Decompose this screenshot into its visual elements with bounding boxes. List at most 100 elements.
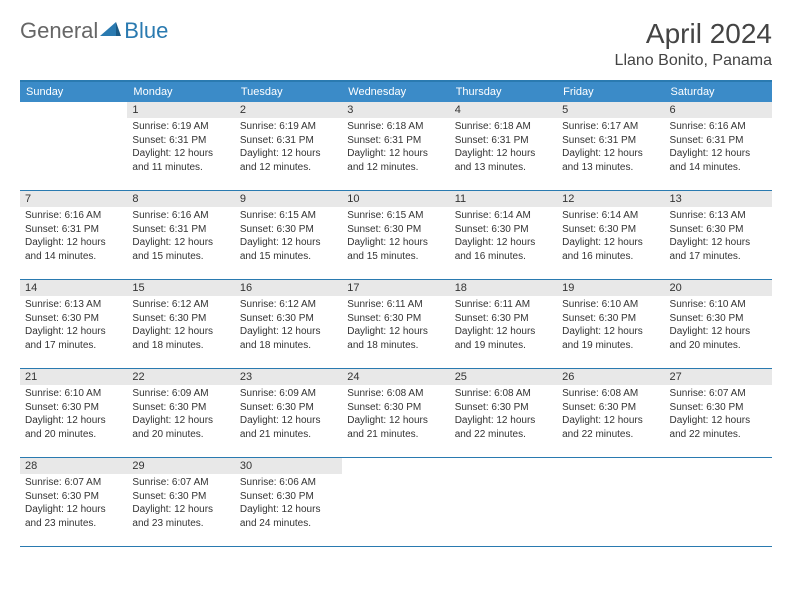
day-line: Sunrise: 6:15 AM <box>240 209 337 223</box>
day-line: Daylight: 12 hours and 20 minutes. <box>670 325 767 352</box>
day-number: 5 <box>557 102 664 118</box>
day-header-sunday: Sunday <box>20 82 127 102</box>
day-number: 28 <box>20 458 127 474</box>
day-content: Sunrise: 6:09 AMSunset: 6:30 PMDaylight:… <box>235 385 342 445</box>
day-line: Sunset: 6:30 PM <box>562 401 659 415</box>
day-cell: 14Sunrise: 6:13 AMSunset: 6:30 PMDayligh… <box>20 280 127 368</box>
day-number: 7 <box>20 191 127 207</box>
day-content: Sunrise: 6:11 AMSunset: 6:30 PMDaylight:… <box>450 296 557 356</box>
day-line: Sunset: 6:30 PM <box>562 223 659 237</box>
day-content: Sunrise: 6:11 AMSunset: 6:30 PMDaylight:… <box>342 296 449 356</box>
day-line: Sunset: 6:30 PM <box>670 401 767 415</box>
day-number: 21 <box>20 369 127 385</box>
day-line: Sunset: 6:30 PM <box>132 401 229 415</box>
day-cell: 20Sunrise: 6:10 AMSunset: 6:30 PMDayligh… <box>665 280 772 368</box>
day-content: Sunrise: 6:12 AMSunset: 6:30 PMDaylight:… <box>235 296 342 356</box>
day-cell: 16Sunrise: 6:12 AMSunset: 6:30 PMDayligh… <box>235 280 342 368</box>
brand-triangle-icon <box>100 18 122 44</box>
day-cell: 2Sunrise: 6:19 AMSunset: 6:31 PMDaylight… <box>235 102 342 190</box>
day-line: Sunrise: 6:09 AM <box>132 387 229 401</box>
day-content: Sunrise: 6:19 AMSunset: 6:31 PMDaylight:… <box>235 118 342 178</box>
day-cell: 5Sunrise: 6:17 AMSunset: 6:31 PMDaylight… <box>557 102 664 190</box>
day-cell <box>20 102 127 190</box>
day-number: 9 <box>235 191 342 207</box>
day-line: Sunrise: 6:18 AM <box>455 120 552 134</box>
day-header-saturday: Saturday <box>665 82 772 102</box>
day-line: Daylight: 12 hours and 20 minutes. <box>132 414 229 441</box>
day-line: Sunrise: 6:08 AM <box>455 387 552 401</box>
day-number: 30 <box>235 458 342 474</box>
day-content: Sunrise: 6:18 AMSunset: 6:31 PMDaylight:… <box>342 118 449 178</box>
day-line: Daylight: 12 hours and 11 minutes. <box>132 147 229 174</box>
day-line: Sunset: 6:30 PM <box>670 312 767 326</box>
day-line: Sunset: 6:30 PM <box>132 312 229 326</box>
day-cell: 17Sunrise: 6:11 AMSunset: 6:30 PMDayligh… <box>342 280 449 368</box>
day-header-row: SundayMondayTuesdayWednesdayThursdayFrid… <box>20 82 772 102</box>
day-content: Sunrise: 6:17 AMSunset: 6:31 PMDaylight:… <box>557 118 664 178</box>
day-line: Sunrise: 6:14 AM <box>455 209 552 223</box>
day-cell: 6Sunrise: 6:16 AMSunset: 6:31 PMDaylight… <box>665 102 772 190</box>
day-content: Sunrise: 6:15 AMSunset: 6:30 PMDaylight:… <box>235 207 342 267</box>
week-row: 14Sunrise: 6:13 AMSunset: 6:30 PMDayligh… <box>20 280 772 369</box>
day-content: Sunrise: 6:08 AMSunset: 6:30 PMDaylight:… <box>342 385 449 445</box>
day-number: 4 <box>450 102 557 118</box>
day-number: 10 <box>342 191 449 207</box>
day-content: Sunrise: 6:16 AMSunset: 6:31 PMDaylight:… <box>665 118 772 178</box>
day-line: Sunset: 6:31 PM <box>240 134 337 148</box>
day-line: Sunrise: 6:07 AM <box>25 476 122 490</box>
day-line: Sunrise: 6:13 AM <box>670 209 767 223</box>
day-cell: 12Sunrise: 6:14 AMSunset: 6:30 PMDayligh… <box>557 191 664 279</box>
brand-part2: Blue <box>124 18 168 44</box>
day-line: Sunset: 6:31 PM <box>455 134 552 148</box>
day-line: Sunrise: 6:12 AM <box>132 298 229 312</box>
day-cell: 26Sunrise: 6:08 AMSunset: 6:30 PMDayligh… <box>557 369 664 457</box>
day-line: Daylight: 12 hours and 21 minutes. <box>347 414 444 441</box>
day-cell: 7Sunrise: 6:16 AMSunset: 6:31 PMDaylight… <box>20 191 127 279</box>
day-header-monday: Monday <box>127 82 234 102</box>
day-number <box>20 102 127 118</box>
day-cell: 10Sunrise: 6:15 AMSunset: 6:30 PMDayligh… <box>342 191 449 279</box>
day-line: Sunset: 6:31 PM <box>347 134 444 148</box>
day-line: Daylight: 12 hours and 17 minutes. <box>25 325 122 352</box>
week-row: 1Sunrise: 6:19 AMSunset: 6:31 PMDaylight… <box>20 102 772 191</box>
day-line: Daylight: 12 hours and 16 minutes. <box>455 236 552 263</box>
day-number: 23 <box>235 369 342 385</box>
day-number: 19 <box>557 280 664 296</box>
day-number: 22 <box>127 369 234 385</box>
day-cell: 21Sunrise: 6:10 AMSunset: 6:30 PMDayligh… <box>20 369 127 457</box>
day-number: 12 <box>557 191 664 207</box>
day-content: Sunrise: 6:19 AMSunset: 6:31 PMDaylight:… <box>127 118 234 178</box>
day-cell: 30Sunrise: 6:06 AMSunset: 6:30 PMDayligh… <box>235 458 342 546</box>
day-line: Daylight: 12 hours and 20 minutes. <box>25 414 122 441</box>
day-header-wednesday: Wednesday <box>342 82 449 102</box>
day-line: Sunset: 6:30 PM <box>132 490 229 504</box>
day-number <box>557 458 664 474</box>
week-row: 28Sunrise: 6:07 AMSunset: 6:30 PMDayligh… <box>20 458 772 547</box>
day-line: Sunset: 6:30 PM <box>240 401 337 415</box>
week-row: 7Sunrise: 6:16 AMSunset: 6:31 PMDaylight… <box>20 191 772 280</box>
day-cell: 27Sunrise: 6:07 AMSunset: 6:30 PMDayligh… <box>665 369 772 457</box>
day-content: Sunrise: 6:10 AMSunset: 6:30 PMDaylight:… <box>20 385 127 445</box>
page-subtitle: Llano Bonito, Panama <box>615 52 772 70</box>
day-cell: 1Sunrise: 6:19 AMSunset: 6:31 PMDaylight… <box>127 102 234 190</box>
day-number: 29 <box>127 458 234 474</box>
day-cell <box>450 458 557 546</box>
day-header-thursday: Thursday <box>450 82 557 102</box>
day-cell <box>342 458 449 546</box>
day-cell: 19Sunrise: 6:10 AMSunset: 6:30 PMDayligh… <box>557 280 664 368</box>
day-number <box>665 458 772 474</box>
day-line: Sunrise: 6:17 AM <box>562 120 659 134</box>
day-line: Daylight: 12 hours and 19 minutes. <box>562 325 659 352</box>
day-number <box>342 458 449 474</box>
day-line: Sunset: 6:30 PM <box>455 312 552 326</box>
day-cell: 8Sunrise: 6:16 AMSunset: 6:31 PMDaylight… <box>127 191 234 279</box>
day-content: Sunrise: 6:09 AMSunset: 6:30 PMDaylight:… <box>127 385 234 445</box>
day-line: Daylight: 12 hours and 16 minutes. <box>562 236 659 263</box>
day-line: Sunrise: 6:08 AM <box>347 387 444 401</box>
day-line: Sunset: 6:30 PM <box>455 401 552 415</box>
day-line: Daylight: 12 hours and 15 minutes. <box>240 236 337 263</box>
day-line: Sunset: 6:30 PM <box>240 223 337 237</box>
day-number: 1 <box>127 102 234 118</box>
day-line: Sunset: 6:30 PM <box>562 312 659 326</box>
day-content: Sunrise: 6:07 AMSunset: 6:30 PMDaylight:… <box>127 474 234 534</box>
